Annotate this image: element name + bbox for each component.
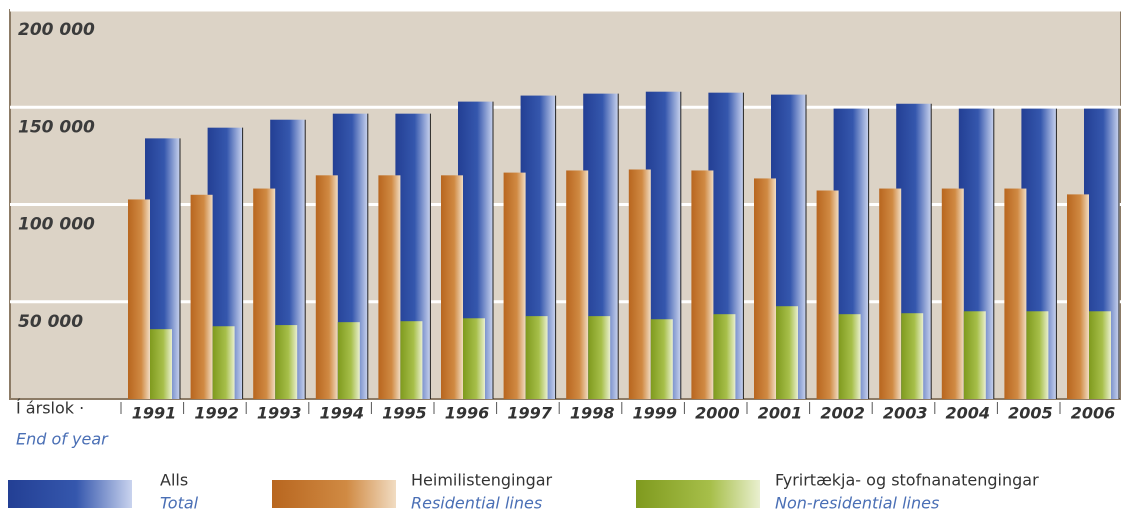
bar (378, 175, 401, 399)
legend-label: Fyrirtækja- og stofnanatengingar (775, 471, 1039, 490)
bar (1067, 194, 1089, 399)
bar (315, 175, 338, 399)
bar (713, 314, 736, 399)
bar (754, 178, 776, 399)
bar (441, 175, 463, 399)
bar (253, 188, 276, 399)
bar (150, 329, 172, 399)
x-tick-label: 1999 (633, 404, 678, 423)
bar (566, 170, 589, 399)
bar (628, 169, 651, 399)
bar (212, 326, 235, 399)
bar (879, 188, 902, 399)
x-tick-label: 1998 (570, 404, 615, 423)
bar (650, 319, 673, 399)
bar (463, 318, 485, 399)
legend-swatch (8, 480, 132, 508)
x-tick-label: 2001 (758, 404, 803, 423)
bar (776, 306, 798, 399)
legend-label: Alls (160, 471, 188, 490)
legend-label: Heimilistengingar (411, 471, 553, 490)
bar (963, 311, 986, 399)
x-tick-label: 1996 (445, 404, 490, 423)
x-tick-label: 1993 (257, 404, 302, 423)
bar (901, 313, 924, 399)
x-tick-label: 2002 (820, 404, 865, 423)
bar (400, 321, 423, 399)
y-tick-label: 50 000 (18, 312, 83, 332)
x-tick-label: 1994 (320, 404, 365, 423)
bar (941, 188, 964, 399)
x-axis-label-en: End of year (16, 430, 109, 449)
legend-label-en: Total (160, 494, 199, 513)
bar (1026, 311, 1049, 399)
bar (128, 199, 150, 399)
bar (1089, 311, 1111, 399)
bar (1004, 188, 1027, 399)
x-tick-label: 2003 (883, 404, 928, 423)
bar (838, 314, 861, 399)
bar (190, 194, 213, 399)
y-tick-label: 100 000 (18, 215, 95, 235)
bar (275, 325, 298, 399)
x-tick-label: 2000 (695, 404, 740, 423)
y-tick-label: 200 000 (18, 20, 95, 40)
bar (816, 190, 839, 399)
x-tick-label: 1991 (132, 404, 177, 423)
x-tick-label: 1992 (194, 404, 239, 423)
x-axis-label: Í árslok · (16, 399, 84, 418)
y-tick-label: 150 000 (18, 117, 95, 137)
x-tick-label: 2005 (1008, 404, 1053, 423)
legend-label-en: Non-residential lines (775, 494, 939, 513)
bar (503, 172, 526, 399)
x-tick-label: 2006 (1071, 404, 1116, 423)
legend-swatch (636, 480, 760, 508)
bar (525, 316, 548, 399)
x-tick-label: 1997 (507, 404, 552, 423)
bar (337, 322, 360, 399)
legend-label-en: Residential lines (411, 494, 542, 513)
x-tick-label: 1995 (382, 404, 427, 423)
bar (588, 316, 611, 399)
x-tick-label: 2004 (946, 404, 991, 423)
legend-swatch (272, 480, 396, 508)
bar (691, 170, 714, 399)
